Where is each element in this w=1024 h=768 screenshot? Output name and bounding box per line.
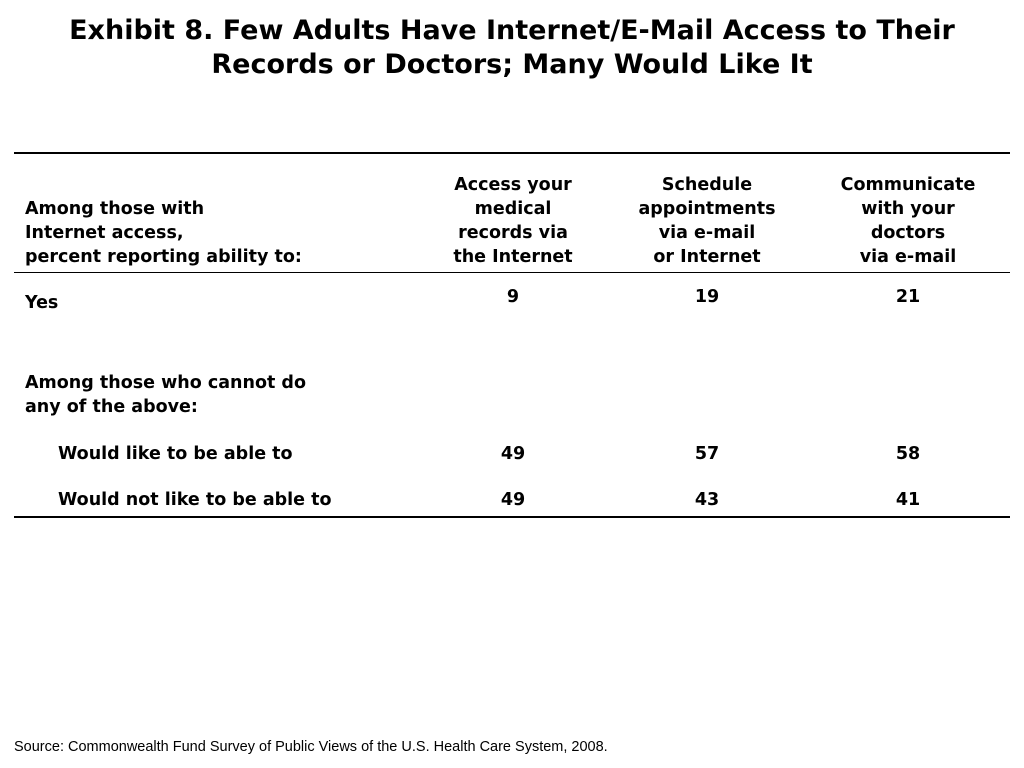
value-yes-access-records: 9 [506, 287, 520, 307]
value-would-like-access-records: 49 [500, 444, 526, 464]
table-top-rule [14, 152, 1010, 154]
value-yes-schedule: 19 [694, 287, 720, 307]
column-header-schedule-appointments: Schedule appointments via e-mail or Inte… [617, 173, 797, 269]
stub-header-line: percent reporting ability to: [25, 247, 302, 267]
column-header-line: Communicate [840, 175, 976, 195]
section-label-line: any of the above: [25, 397, 198, 417]
column-header-line: the Internet [453, 247, 573, 267]
source-note: Source: Commonwealth Fund Survey of Publ… [14, 739, 608, 755]
value-would-like-schedule: 57 [694, 444, 720, 464]
column-header-line: records via [458, 223, 568, 243]
column-header-line: or Internet [653, 247, 761, 267]
column-header-line: via e-mail [859, 247, 957, 267]
exhibit-title: Exhibit 8. Few Adults Have Internet/E-Ma… [0, 14, 1024, 82]
row-label-would-not-like: Would not like to be able to [58, 490, 332, 510]
column-header-line: Schedule [661, 175, 753, 195]
column-header-line: with your [861, 199, 955, 219]
stub-header-line: Among those with [25, 199, 205, 219]
column-header-line: via e-mail [658, 223, 756, 243]
stub-header: Among those with Internet access, percen… [25, 197, 405, 269]
column-header-communicate-doctors: Communicate with your doctors via e-mail [818, 173, 998, 269]
row-label-would-like: Would like to be able to [58, 444, 293, 464]
column-header-line: medical [474, 199, 552, 219]
column-header-line: appointments [638, 199, 776, 219]
table-bottom-rule [14, 516, 1010, 518]
title-line-2: Records or Doctors; Many Would Like It [211, 49, 813, 80]
value-would-not-like-schedule: 43 [694, 490, 720, 510]
value-would-not-like-access-records: 49 [500, 490, 526, 510]
column-header-line: doctors [870, 223, 946, 243]
table-header-rule [14, 272, 1010, 273]
value-yes-communicate: 21 [895, 287, 921, 307]
title-line-1: Exhibit 8. Few Adults Have Internet/E-Ma… [69, 15, 955, 46]
column-header-line: Access your [454, 175, 572, 195]
value-would-not-like-communicate: 41 [895, 490, 921, 510]
stub-header-line: Internet access, [25, 223, 184, 243]
column-header-access-records: Access your medical records via the Inte… [423, 173, 603, 269]
section-label-cannot-do: Among those who cannot do any of the abo… [25, 371, 405, 419]
row-label-yes: Yes [25, 293, 59, 313]
section-label-line: Among those who cannot do [25, 373, 306, 393]
value-would-like-communicate: 58 [895, 444, 921, 464]
